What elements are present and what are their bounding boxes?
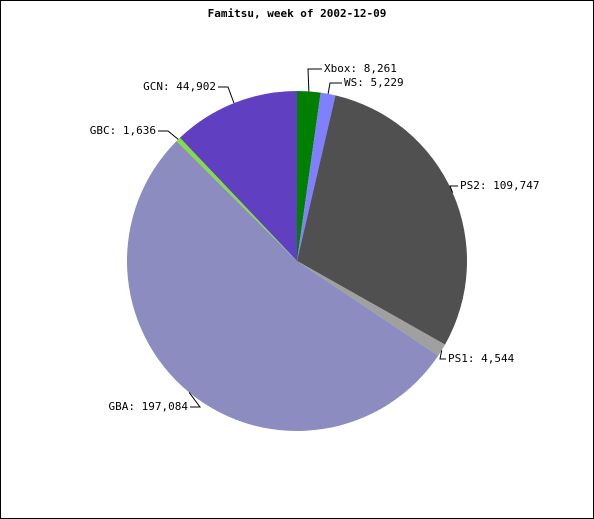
slice-label: PS1: 4,544	[448, 352, 515, 365]
slice-label: GCN: 44,902	[143, 80, 216, 93]
leader-line	[439, 350, 446, 360]
pie-slice	[127, 141, 439, 431]
leader-line	[188, 392, 201, 408]
slice-label: WS: 5,229	[344, 76, 404, 89]
leader-line	[327, 82, 342, 94]
pie-slice	[297, 92, 336, 261]
leader-line	[449, 185, 458, 193]
slice-label: Xbox: 8,261	[324, 62, 397, 75]
pie-slice	[297, 95, 467, 345]
pie-slice	[176, 137, 297, 261]
chart-title: Famitsu, week of 2002-12-09	[208, 7, 387, 20]
slice-label: GBC: 1,636	[90, 124, 156, 137]
leader-line	[158, 130, 179, 140]
pie-slice	[179, 91, 297, 261]
leader-line	[307, 68, 322, 92]
pie-slice	[297, 261, 446, 356]
slice-label: GBA: 197,084	[109, 400, 189, 413]
pie-slice	[297, 91, 321, 261]
leader-line	[218, 86, 235, 104]
slice-label: PS2: 109,747	[460, 179, 539, 192]
